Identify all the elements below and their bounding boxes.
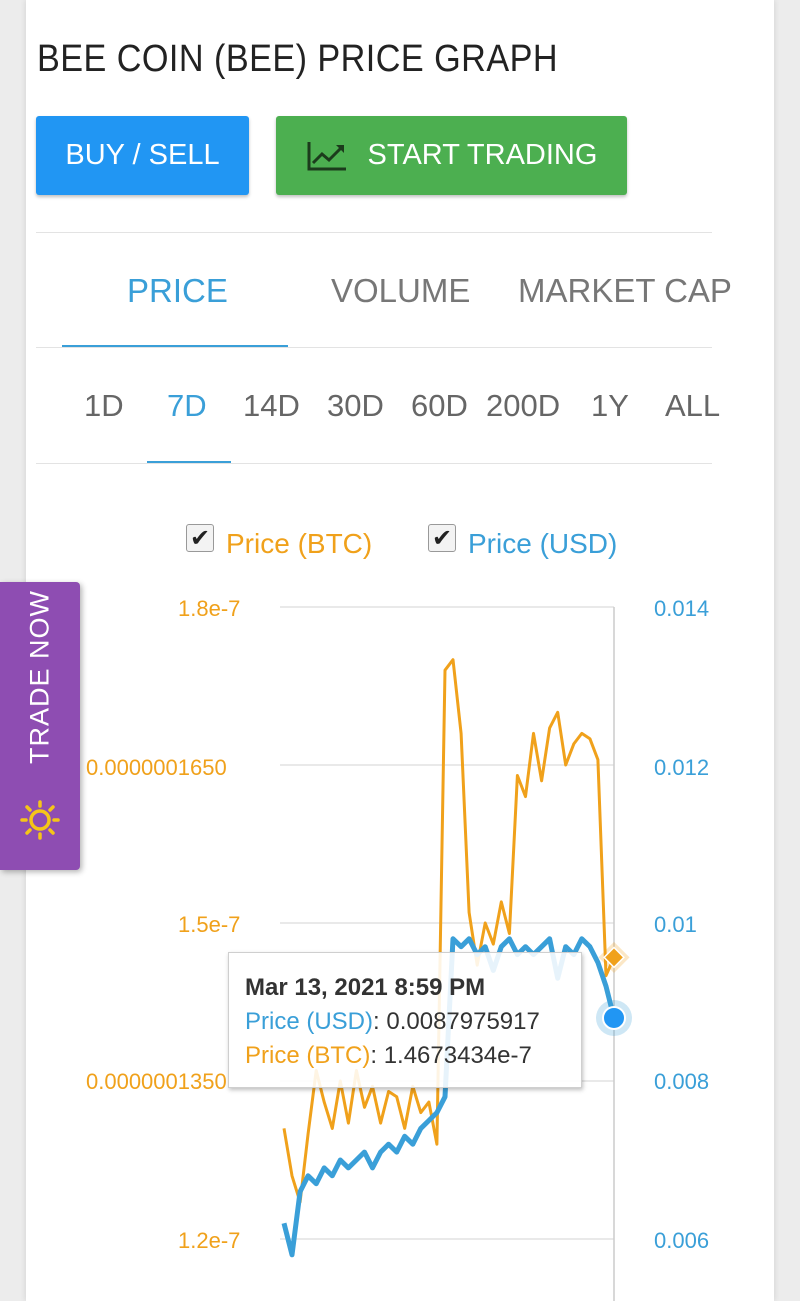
tooltip-date: Mar 13, 2021 8:59 PM (245, 974, 486, 1001)
marker-usd (602, 1005, 626, 1030)
tooltip-usd-value: 0.0087975917 (386, 1008, 540, 1035)
tab-volume[interactable]: VOLUME (331, 272, 471, 309)
tab-market-cap[interactable]: MARKET CAP (518, 272, 732, 309)
range-1d[interactable]: 1D (84, 388, 124, 423)
y-right-tick-label: 0.006 (654, 1228, 710, 1253)
buy-sell-label: BUY / SELL (65, 139, 220, 171)
y-left-tick-label: 1.2e-7 (178, 1228, 241, 1253)
range-14d[interactable]: 14D (243, 388, 300, 423)
y-left-tick-label: 1.5e-7 (178, 912, 241, 937)
legend-item-usd[interactable]: ✔ Price (USD) (428, 524, 618, 560)
y-left-tick-label: 0.0000001650 (86, 755, 227, 780)
trade-now-label: TRADE NOW (24, 590, 55, 764)
legend-item-btc[interactable]: ✔ Price (BTC) (186, 524, 373, 560)
divider (36, 463, 712, 464)
marker-btc (603, 946, 625, 969)
range-all[interactable]: ALL (665, 388, 721, 423)
range-1y[interactable]: 1Y (591, 388, 629, 423)
start-trading-label: START TRADING (367, 139, 598, 171)
legend-label-btc: Price (BTC) (226, 528, 373, 559)
page-title: BEE COIN (BEE) PRICE GRAPH (37, 38, 559, 80)
start-trading-button[interactable]: START TRADING (276, 116, 627, 195)
y-right-tick-label: 0.008 (654, 1069, 710, 1094)
range-200d[interactable]: 200D (486, 388, 561, 423)
range-60d[interactable]: 60D (411, 388, 468, 423)
chart-tooltip: Mar 13, 2021 8:59 PM Price (USD): 0.0087… (228, 952, 582, 1088)
tab-price[interactable]: PRICE (127, 272, 228, 309)
checkbox-usd[interactable]: ✔ (428, 524, 456, 552)
sun-icon (20, 800, 60, 840)
legend-label-usd: Price (USD) (468, 528, 618, 559)
y-right-tick-label: 0.014 (654, 596, 710, 621)
trade-now-button[interactable]: TRADE NOW (0, 582, 80, 870)
tab-active-indicator (62, 345, 288, 348)
line-chart-icon (307, 141, 346, 170)
divider (36, 232, 712, 233)
y-right-tick-label: 0.01 (654, 912, 697, 937)
y-left-tick-label: 0.0000001350 (86, 1069, 227, 1094)
checkbox-btc[interactable]: ✔ (186, 524, 214, 552)
tooltip-btc-label: Price (BTC) (245, 1042, 371, 1069)
buy-sell-button[interactable]: BUY / SELL (36, 116, 249, 195)
range-30d[interactable]: 30D (327, 388, 384, 423)
divider (36, 347, 712, 348)
series-line-btc (282, 658, 616, 1204)
y-left-tick-label: 1.8e-7 (178, 596, 241, 621)
y-right-tick-label: 0.012 (654, 755, 710, 780)
range-7d[interactable]: 7D (167, 388, 207, 423)
tooltip-btc-value: 1.4673434e-7 (383, 1042, 532, 1069)
tooltip-usd-label: Price (USD) (245, 1008, 374, 1035)
tooltip-row-btc: Price (BTC): 1.4673434e-7 (245, 1042, 532, 1069)
range-active-indicator (147, 461, 231, 464)
tooltip-row-usd: Price (USD): 0.0087975917 (245, 1008, 540, 1035)
